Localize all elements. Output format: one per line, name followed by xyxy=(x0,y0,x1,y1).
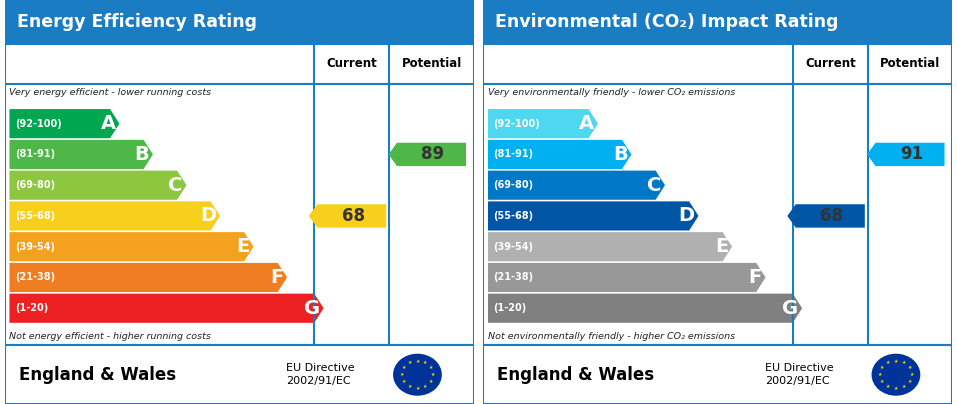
Text: ★: ★ xyxy=(408,360,412,365)
Polygon shape xyxy=(10,201,220,231)
Text: ★: ★ xyxy=(415,359,419,364)
Text: ★: ★ xyxy=(402,365,406,370)
Text: (55-68): (55-68) xyxy=(494,211,534,221)
Bar xyxy=(5,345,474,404)
Text: (81-91): (81-91) xyxy=(15,149,56,160)
Polygon shape xyxy=(488,109,598,138)
Text: (21-38): (21-38) xyxy=(15,272,56,282)
Text: ★: ★ xyxy=(901,360,906,365)
Text: ★: ★ xyxy=(894,386,898,391)
Text: ★: ★ xyxy=(901,384,906,389)
Text: ★: ★ xyxy=(423,360,428,365)
Text: 68: 68 xyxy=(342,207,365,225)
Text: (92-100): (92-100) xyxy=(15,119,62,128)
Bar xyxy=(5,44,474,345)
Polygon shape xyxy=(309,204,387,227)
Text: F: F xyxy=(270,268,283,287)
Text: (1-20): (1-20) xyxy=(15,303,49,313)
Text: Not energy efficient - higher running costs: Not energy efficient - higher running co… xyxy=(10,332,211,341)
Text: Not environmentally friendly - higher CO₂ emissions: Not environmentally friendly - higher CO… xyxy=(488,332,735,341)
Polygon shape xyxy=(10,140,153,169)
Text: ★: ★ xyxy=(880,379,884,384)
Text: EU Directive
2002/91/EC: EU Directive 2002/91/EC xyxy=(765,363,834,386)
Text: ★: ★ xyxy=(894,359,898,364)
Text: C: C xyxy=(647,176,661,195)
Text: Energy Efficiency Rating: Energy Efficiency Rating xyxy=(16,13,256,31)
Text: Potential: Potential xyxy=(401,57,461,70)
Text: (92-100): (92-100) xyxy=(494,119,541,128)
Text: A: A xyxy=(100,114,116,133)
Text: Environmental (CO₂) Impact Rating: Environmental (CO₂) Impact Rating xyxy=(495,13,838,31)
Circle shape xyxy=(393,354,442,396)
Text: B: B xyxy=(613,145,628,164)
Text: ★: ★ xyxy=(408,384,412,389)
Text: ★: ★ xyxy=(907,379,912,384)
Text: E: E xyxy=(236,237,250,256)
Text: Very environmentally friendly - lower CO₂ emissions: Very environmentally friendly - lower CO… xyxy=(488,88,735,97)
Text: ★: ★ xyxy=(415,386,419,391)
Text: ★: ★ xyxy=(431,372,435,377)
Text: Potential: Potential xyxy=(879,57,940,70)
Text: Very energy efficient - lower running costs: Very energy efficient - lower running co… xyxy=(10,88,211,97)
Text: G: G xyxy=(782,299,798,318)
Text: (81-91): (81-91) xyxy=(494,149,534,160)
Text: D: D xyxy=(200,206,216,225)
Polygon shape xyxy=(488,201,699,231)
Text: (39-54): (39-54) xyxy=(494,242,534,252)
Text: Current: Current xyxy=(326,57,377,70)
Bar xyxy=(483,345,952,404)
Polygon shape xyxy=(488,294,802,323)
Polygon shape xyxy=(488,170,665,200)
Bar xyxy=(483,44,952,345)
Text: G: G xyxy=(303,299,320,318)
Text: (39-54): (39-54) xyxy=(15,242,56,252)
Text: C: C xyxy=(168,176,183,195)
Polygon shape xyxy=(10,170,187,200)
Text: ★: ★ xyxy=(886,384,890,389)
Text: E: E xyxy=(715,237,728,256)
Text: F: F xyxy=(748,268,762,287)
Text: (21-38): (21-38) xyxy=(494,272,534,282)
Text: EU Directive
2002/91/EC: EU Directive 2002/91/EC xyxy=(286,363,355,386)
Text: ★: ★ xyxy=(909,372,914,377)
Text: (1-20): (1-20) xyxy=(494,303,527,313)
Text: England & Wales: England & Wales xyxy=(498,366,655,384)
Text: ★: ★ xyxy=(423,384,428,389)
Text: ★: ★ xyxy=(907,365,912,370)
Text: 68: 68 xyxy=(820,207,843,225)
Text: (69-80): (69-80) xyxy=(15,180,56,190)
Text: D: D xyxy=(679,206,695,225)
Text: 91: 91 xyxy=(900,145,923,163)
Text: ★: ★ xyxy=(429,379,434,384)
Text: ★: ★ xyxy=(878,372,882,377)
Text: 89: 89 xyxy=(421,145,444,163)
Polygon shape xyxy=(867,143,945,166)
Text: ★: ★ xyxy=(399,372,404,377)
Polygon shape xyxy=(10,263,287,292)
Text: (55-68): (55-68) xyxy=(15,211,56,221)
Text: ★: ★ xyxy=(402,379,406,384)
Text: ★: ★ xyxy=(880,365,884,370)
Polygon shape xyxy=(10,232,254,261)
Polygon shape xyxy=(488,140,632,169)
Bar xyxy=(5,0,474,44)
Polygon shape xyxy=(10,109,120,138)
Text: Current: Current xyxy=(805,57,856,70)
Text: B: B xyxy=(135,145,149,164)
Polygon shape xyxy=(788,204,865,227)
Text: England & Wales: England & Wales xyxy=(19,366,176,384)
Text: ★: ★ xyxy=(429,365,434,370)
Circle shape xyxy=(872,354,921,396)
Bar xyxy=(483,0,952,44)
Text: ★: ★ xyxy=(886,360,890,365)
Text: A: A xyxy=(579,114,594,133)
Polygon shape xyxy=(488,232,732,261)
Polygon shape xyxy=(488,263,766,292)
Polygon shape xyxy=(10,294,323,323)
Polygon shape xyxy=(389,143,466,166)
Text: (69-80): (69-80) xyxy=(494,180,534,190)
